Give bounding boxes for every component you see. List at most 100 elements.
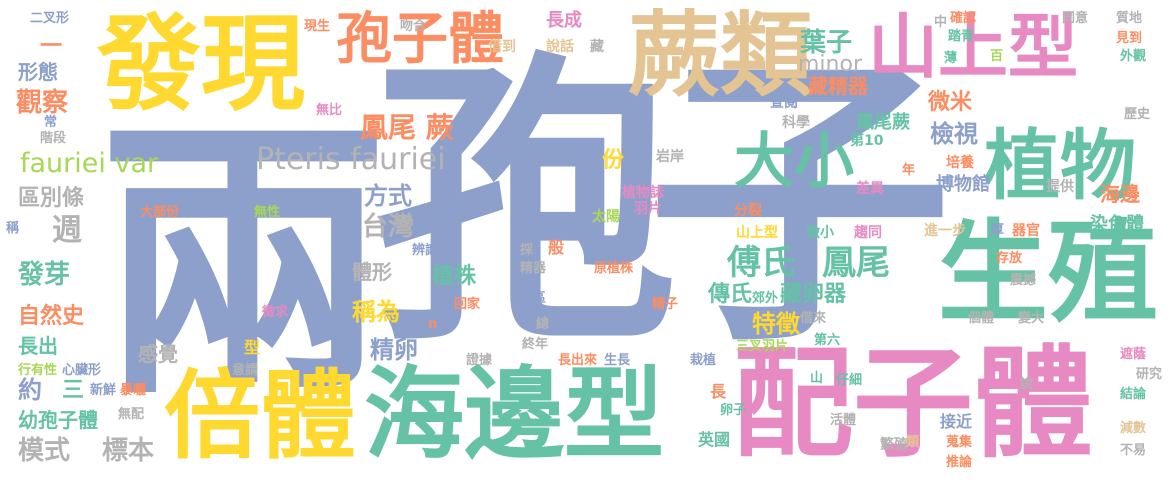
word: 差異: [856, 181, 884, 197]
word: 歷史: [1124, 107, 1151, 122]
word: 週: [52, 213, 82, 248]
word: 感覺: [138, 342, 178, 366]
word: fauriei var: [20, 148, 159, 179]
word: 精子: [652, 297, 679, 312]
word: 微小: [806, 225, 834, 241]
word: 行有性: [18, 363, 58, 378]
word: 一: [40, 34, 63, 59]
word: 二叉形: [30, 11, 70, 26]
word: 精器: [520, 261, 547, 276]
word: 山上型: [868, 6, 1078, 88]
word: 大部份: [140, 205, 180, 220]
word: 鳳尾蕨: [856, 112, 910, 133]
word: 厚: [990, 223, 1004, 239]
word: 中: [934, 15, 948, 30]
word: 終年: [522, 337, 549, 352]
word: 自然史: [18, 304, 85, 329]
word: 同意: [1062, 11, 1089, 26]
word: 山: [810, 371, 824, 386]
word: n: [428, 317, 438, 332]
word: 見到: [1116, 31, 1143, 46]
word: 藏: [590, 39, 604, 55]
word: 常: [44, 115, 58, 130]
word: 傅氏: [727, 243, 795, 283]
word: 研究: [1136, 367, 1163, 382]
word: 葉子: [800, 28, 853, 58]
word: 栽植: [690, 353, 717, 368]
word: 長出來: [558, 353, 598, 368]
word: 第六: [814, 333, 841, 348]
word: 活體: [830, 413, 857, 428]
word: 第10: [850, 133, 884, 149]
word: 發現: [97, 3, 306, 125]
word: 山區: [520, 291, 547, 306]
word: 階段: [40, 131, 67, 146]
word: 借來: [800, 311, 827, 326]
word: 太陽: [592, 209, 620, 225]
word: 標本: [102, 436, 155, 466]
word: 植株: [432, 264, 477, 289]
word: 稱為: [352, 298, 400, 326]
word: 長出: [18, 334, 58, 358]
word: 變大: [1018, 311, 1045, 326]
word: 說: [1020, 377, 1034, 392]
word: 卵子: [720, 403, 747, 418]
word: 仔細: [836, 373, 863, 388]
word: 確認: [950, 11, 977, 26]
word: 蒐集: [946, 435, 973, 450]
word: 生長: [604, 353, 631, 368]
word: 吻合: [400, 19, 427, 34]
word: 郊外: [752, 291, 779, 306]
word: 進一步: [924, 223, 966, 239]
word: 心臟形: [62, 363, 102, 378]
word: 形態: [18, 60, 58, 84]
word: 鳳尾: [822, 243, 890, 283]
word: 遮蔭: [1120, 347, 1147, 362]
word: 幼孢子體: [18, 408, 98, 432]
word: 份: [602, 148, 625, 173]
word: 博物館: [936, 174, 990, 195]
word: 海邊: [1100, 182, 1140, 206]
word: 原植株: [594, 261, 634, 276]
word: 藏精器: [808, 74, 868, 98]
word: 新鮮: [90, 383, 117, 398]
word: 推論: [946, 455, 973, 470]
word: 生殖: [938, 209, 1158, 337]
word: 鳳尾 蕨: [360, 111, 454, 144]
word: 培養: [946, 155, 974, 171]
word: 踏青: [948, 29, 975, 44]
word: 海邊型: [364, 356, 664, 473]
word: 型: [244, 338, 261, 357]
word: 三叉羽片: [736, 339, 789, 354]
word: 百: [990, 49, 1004, 64]
word: 微米: [928, 90, 973, 115]
word: 倍體: [164, 360, 356, 472]
word: 回家: [454, 297, 481, 312]
word: 年: [902, 163, 916, 178]
word: 辨識: [412, 243, 439, 258]
word: Pteris fauriei: [256, 142, 446, 177]
word: 蕨類: [628, 2, 813, 109]
word: 繁殖: [880, 437, 908, 453]
word: 無配: [118, 407, 145, 422]
word: 孢子體: [336, 7, 504, 72]
word: 震撼: [1010, 273, 1037, 288]
word: 山上型: [736, 225, 778, 241]
word: 藏卵器: [780, 282, 847, 307]
word: 器官: [1012, 223, 1040, 239]
word: 徵求: [262, 305, 289, 320]
word: 存放: [996, 251, 1023, 266]
word: 類: [906, 435, 920, 450]
word: 岩岸: [656, 149, 684, 165]
word: 植物誌: [622, 185, 664, 201]
word: 結論: [1120, 387, 1147, 402]
word: 區別條: [18, 186, 85, 211]
word: 科學: [782, 115, 810, 131]
word: 無比: [316, 103, 343, 118]
word: 個體: [968, 311, 995, 326]
word: 趨同: [854, 225, 882, 241]
word: 提供: [1046, 179, 1074, 195]
word: 不易: [1120, 443, 1147, 458]
word: 檢視: [930, 120, 978, 148]
